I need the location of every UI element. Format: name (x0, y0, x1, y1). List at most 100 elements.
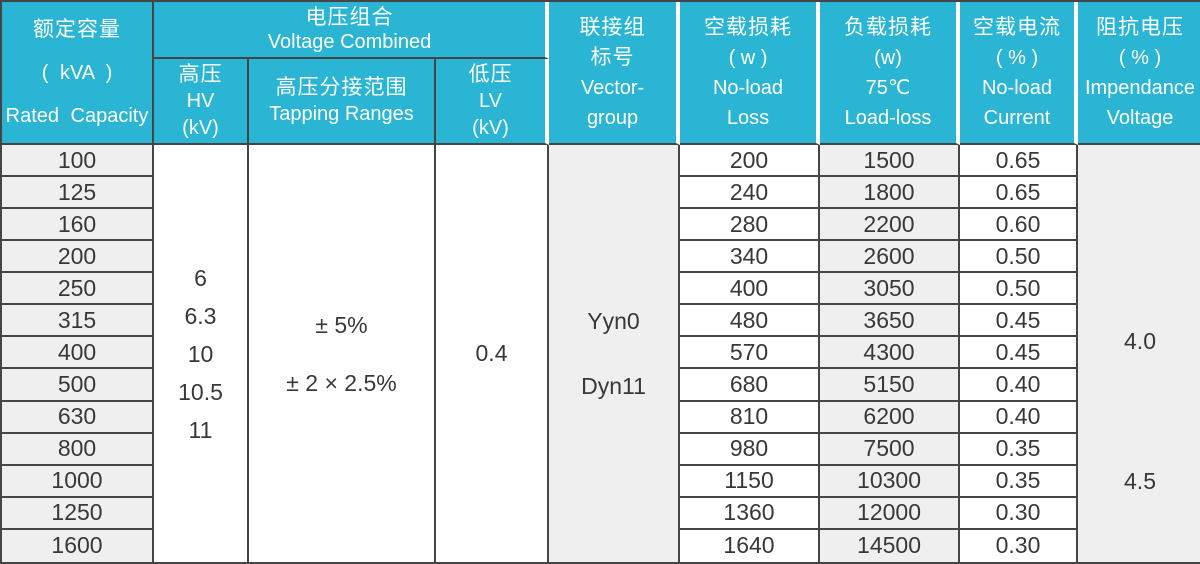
load-loss-cell: 3050 (820, 273, 961, 306)
vector-group-value: Yyn0 (587, 308, 640, 334)
rated-capacity-label-zh: 额定容量 (33, 17, 121, 41)
voltage-combined-label-en: Voltage Combined (267, 30, 432, 53)
no-load-loss-cell: 570 (680, 337, 821, 370)
hv-value: 10.5 (178, 378, 223, 405)
col-header-no-load-current: 空载电流 ( % ) No-load Current (960, 2, 1079, 145)
no-load-current-cell: 0.65 (960, 145, 1079, 178)
load-loss-cell: 14500 (820, 529, 961, 562)
capacity-cell: 630 (2, 401, 154, 434)
vector-group-label-en1: Vector- (580, 76, 645, 99)
no-load-current-cell: 0.30 (960, 529, 1079, 562)
load-loss-label-en: Load-loss (844, 106, 932, 129)
table-row: 315 480 3650 0.45 (2, 305, 1200, 338)
col-header-rated-capacity: 额定容量 ( kVA ) Rated Capacity (2, 2, 154, 145)
capacity-cell: 400 (2, 337, 154, 370)
table-row: 200 340 2600 0.50 (2, 241, 1200, 274)
no-load-loss-cell: 280 (680, 209, 821, 242)
table-row: 160 280 2200 0.60 (2, 209, 1200, 242)
no-load-current-cell: 0.50 (960, 241, 1079, 274)
no-load-current-label-zh: 空载电流 (973, 15, 1062, 39)
vector-group-label-en2: group (586, 106, 639, 129)
impedance-merged-cell-group2: 4.5 (1078, 401, 1200, 562)
no-load-current-cell: 0.45 (960, 305, 1079, 338)
no-load-loss-cell: 200 (680, 145, 821, 178)
col-header-vector-group: 联接组 标号 Vector- group (549, 2, 681, 145)
vector-group-label-zh1: 联接组 (579, 15, 646, 39)
no-load-current-cell: 0.35 (960, 433, 1079, 466)
tapping-merged-cell: ± 5% ± 2 × 2.5% (249, 145, 436, 562)
capacity-cell: 160 (2, 209, 154, 242)
no-load-current-cell: 0.45 (960, 337, 1079, 370)
no-load-loss-label-en2: Loss (726, 106, 770, 129)
no-load-current-cell: 0.35 (960, 465, 1079, 498)
impedance-value: 4.0 (1124, 327, 1156, 354)
no-load-loss-cell: 400 (680, 273, 821, 306)
col-group-header-voltage-combined: 电压组合 Voltage Combined (154, 2, 550, 59)
load-loss-temp: 75℃ (865, 76, 911, 99)
tapping-value: ± 5% (315, 311, 368, 338)
hv-merged-cell: 6 6.3 10 10.5 11 (154, 145, 249, 562)
load-loss-cell: 5150 (820, 369, 961, 402)
table-row: 125 240 1800 0.65 (2, 177, 1200, 210)
no-load-loss-cell: 980 (680, 433, 821, 466)
capacity-cell: 100 (2, 145, 154, 178)
no-load-current-cell: 0.40 (960, 369, 1079, 402)
vector-group-label-zh2: 标号 (590, 45, 635, 69)
tapping-ranges-label-zh: 高压分接范围 (275, 76, 408, 99)
table-row: 1000 1150 10300 0.35 (2, 465, 1200, 498)
no-load-loss-cell: 480 (680, 305, 821, 338)
col-header-lv: 低压 LV (kV) (436, 59, 550, 145)
no-load-loss-cell: 1150 (680, 465, 821, 498)
impedance-voltage-unit: ( % ) (1118, 46, 1162, 69)
no-load-current-cell: 0.30 (960, 497, 1079, 530)
lv-value: 0.4 (475, 340, 508, 366)
no-load-current-cell: 0.60 (960, 209, 1079, 242)
no-load-current-cell: 0.40 (960, 401, 1079, 434)
rated-capacity-unit: ( kVA ) (41, 61, 113, 84)
table-row: 1600 1640 14500 0.30 (2, 529, 1200, 562)
capacity-cell: 800 (2, 433, 154, 466)
table-row: 250 400 3050 0.50 (2, 273, 1200, 306)
hv-value: 6 (194, 264, 207, 291)
col-header-hv: 高压 HV (kV) (154, 59, 249, 145)
impedance-voltage-label-en2: Voltage (1106, 106, 1174, 129)
impedance-merged-cell-group1: 4.0 (1078, 145, 1200, 402)
lv-unit: (kV) (472, 116, 509, 139)
table-row: 100 6 6.3 10 10.5 11 ± 5% ± 2 × 2.5% 0.4… (2, 145, 1200, 562)
vector-group-merged-cell: Yyn0 Dyn11 (549, 145, 681, 562)
no-load-loss-cell: 1640 (680, 529, 821, 562)
impedance-voltage-label-en1: Impendance (1084, 76, 1196, 99)
no-load-current-cell: 0.65 (960, 177, 1079, 210)
capacity-cell: 200 (2, 241, 154, 274)
table-row: 800 980 7500 0.35 (2, 433, 1200, 466)
capacity-cell: 125 (2, 177, 154, 210)
hv-value: 10 (187, 340, 214, 367)
no-load-loss-unit: ( w ) (728, 46, 768, 69)
no-load-loss-cell: 680 (680, 369, 821, 402)
load-loss-label-zh: 负载损耗 (844, 15, 933, 39)
hv-value: 6.3 (184, 302, 217, 329)
table-row: 630 810 6200 0.40 4.5 (2, 401, 1200, 562)
load-loss-cell: 1500 (820, 145, 961, 178)
no-load-current-cell: 0.50 (960, 273, 1079, 306)
no-load-loss-cell: 1360 (680, 497, 821, 530)
capacity-cell: 500 (2, 369, 154, 402)
capacity-cell: 1600 (2, 529, 154, 562)
load-loss-unit: (w) (874, 46, 902, 69)
tapping-ranges-label-en: Tapping Ranges (269, 103, 414, 125)
no-load-loss-cell: 810 (680, 401, 821, 434)
capacity-cell: 315 (2, 305, 154, 338)
hv-label-en: HV (186, 89, 215, 112)
col-header-impedance-voltage: 阻抗电压 ( % ) Impendance Voltage (1078, 2, 1200, 145)
impedance-value: 4.5 (1124, 468, 1156, 495)
load-loss-cell: 1800 (820, 177, 961, 210)
impedance-voltage-label-zh: 阻抗电压 (1096, 15, 1185, 39)
capacity-cell: 1000 (2, 465, 154, 498)
load-loss-cell: 3650 (820, 305, 961, 338)
no-load-loss-label-zh: 空载损耗 (704, 15, 793, 39)
load-loss-cell: 7500 (820, 433, 961, 466)
lv-merged-cell: 0.4 (436, 145, 550, 562)
col-header-load-loss: 负载损耗 (w) 75℃ Load-loss (820, 2, 961, 145)
col-header-no-load-loss: 空载损耗 ( w ) No-load Loss (680, 2, 821, 145)
vector-group-value: Dyn11 (581, 373, 646, 399)
